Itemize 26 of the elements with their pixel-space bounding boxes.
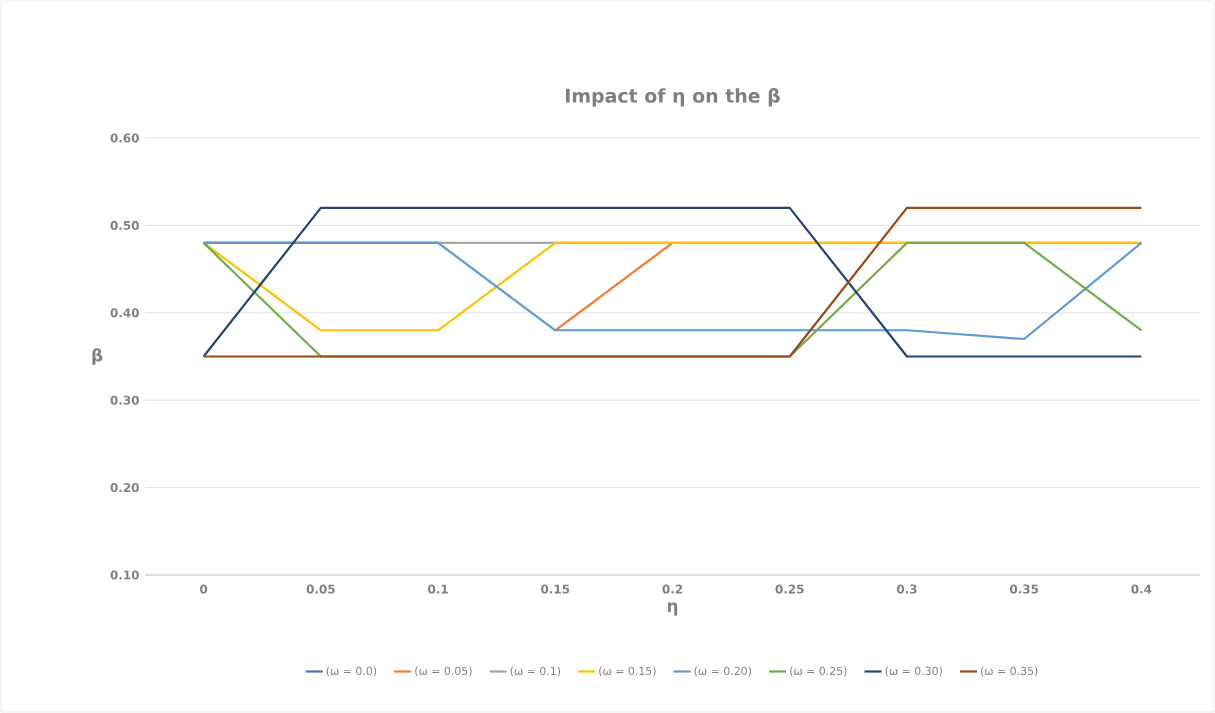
y-tick-label: 0.10 — [110, 570, 139, 580]
x-tick-label: 0.25 — [775, 584, 804, 594]
x-tick-label: 0.35 — [1010, 584, 1039, 594]
x-axis-title: η — [667, 602, 678, 616]
x-tick-label: 0.05 — [306, 584, 335, 594]
legend-label: (ω = 0.20) — [694, 666, 752, 677]
legend-label: (ω = 0.25) — [790, 666, 847, 677]
x-tick-label: 0.3 — [896, 584, 917, 594]
x-tick-label: 0.1 — [428, 584, 448, 594]
y-tick-label: 0.20 — [110, 483, 139, 493]
legend-label: (ω = 0.15) — [599, 666, 656, 677]
legend-label: (ω = 0.30) — [885, 666, 942, 677]
y-tick-label: 0.40 — [110, 308, 139, 318]
legend-label: (ω = 0.1) — [510, 666, 561, 677]
y-tick-label: 0.50 — [110, 220, 139, 230]
legend-label: (ω = 0.0) — [326, 666, 377, 677]
x-tick-label: 0.4 — [1131, 584, 1152, 594]
y-tick-label: 0.30 — [110, 395, 139, 405]
legend-label: (ω = 0.05) — [415, 666, 472, 677]
legend-label: (ω = 0.35) — [981, 666, 1038, 677]
y-axis-title: β — [92, 348, 103, 365]
y-tick-label: 0.60 — [110, 133, 139, 143]
x-tick-label: 0.15 — [541, 584, 570, 594]
x-tick-label: 0 — [200, 584, 208, 594]
chart-title: Impact of η on the β — [566, 87, 780, 107]
x-tick-label: 0.2 — [662, 584, 683, 594]
